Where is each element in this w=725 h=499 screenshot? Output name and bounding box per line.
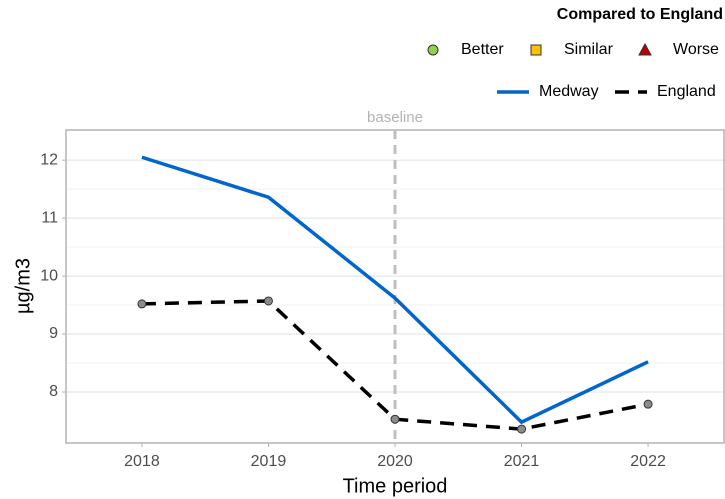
y-tick-label: 12 (40, 151, 58, 168)
legend-label: Worse (673, 41, 719, 58)
x-tick-label: 2018 (124, 453, 160, 470)
legend-marker (638, 42, 652, 56)
point (137, 299, 147, 309)
baseline-label: baseline (367, 109, 423, 126)
point (517, 424, 527, 434)
y-tick-label: 9 (49, 325, 58, 342)
point (643, 399, 653, 409)
legend-label: Medway (539, 83, 599, 100)
x-tick-label: 2021 (504, 453, 540, 470)
series-line (141, 155, 649, 425)
legend-marker (530, 44, 542, 56)
legend-label: Similar (564, 41, 614, 58)
y-tick-label: 11 (41, 209, 58, 226)
y-tick-label: 10 (40, 267, 58, 284)
legend-marker (427, 44, 439, 56)
x-tick-label: 2022 (630, 453, 666, 470)
y-tick-label: 8 (49, 383, 58, 400)
y-axis-label: µg/m3 (12, 258, 34, 314)
legend-label: Better (461, 41, 504, 58)
legend-label: England (657, 83, 716, 100)
point (390, 414, 400, 424)
point (263, 296, 273, 306)
legend-title: Compared to England (557, 6, 723, 23)
series-line (141, 299, 649, 431)
x-tick-label: 2020 (377, 453, 413, 470)
x-tick-label: 2019 (251, 453, 287, 470)
x-axis-label: Time period (343, 475, 448, 497)
